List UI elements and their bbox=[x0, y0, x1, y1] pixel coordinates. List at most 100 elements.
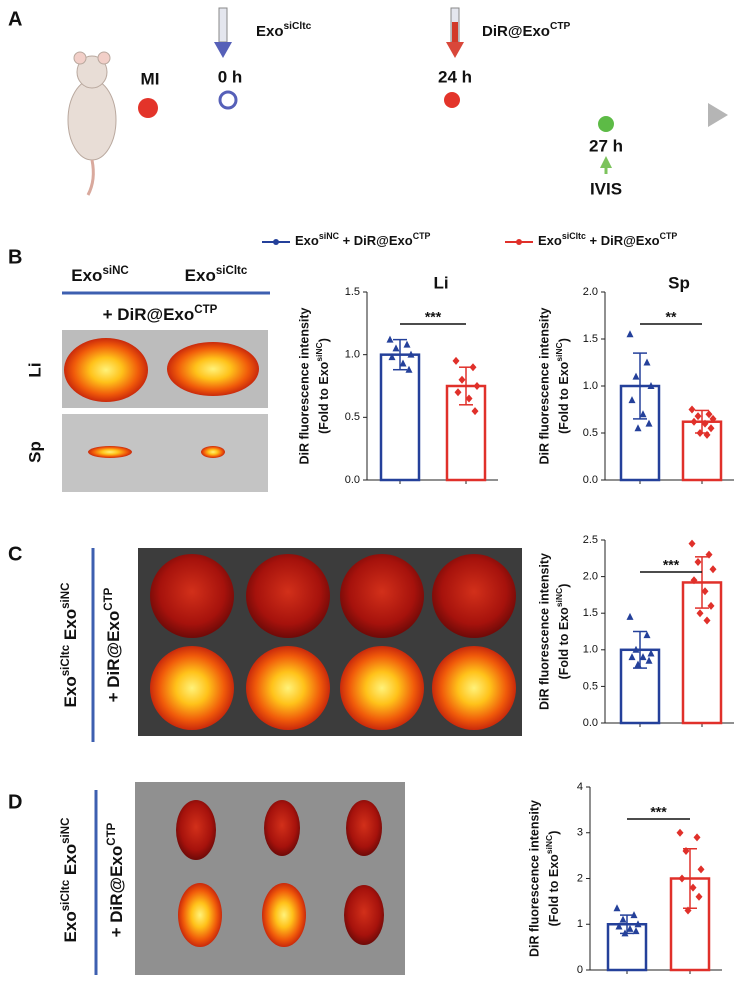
data-point bbox=[454, 388, 462, 397]
data-point bbox=[626, 612, 634, 620]
data-point bbox=[399, 359, 407, 367]
y-axis-label: DiR fluorescence intensity bbox=[297, 307, 311, 464]
data-point bbox=[619, 915, 627, 923]
y-tick-label: 1 bbox=[577, 918, 583, 930]
y-axis-label: DiR fluorescence intensity bbox=[537, 307, 551, 464]
data-point bbox=[645, 419, 653, 427]
data-point bbox=[690, 417, 698, 426]
group-label: ExosiCltc bbox=[185, 265, 248, 285]
superscript: siCltc bbox=[284, 21, 312, 32]
y-tick-label: 0 bbox=[577, 964, 583, 976]
y-tick-label: 1.5 bbox=[583, 333, 598, 345]
text-part: Exo bbox=[295, 233, 319, 248]
data-point bbox=[696, 609, 704, 618]
data-point bbox=[632, 645, 640, 653]
organ-signal bbox=[64, 338, 148, 402]
syringe-icon bbox=[446, 7, 464, 58]
imaging-label: IVIS bbox=[590, 179, 622, 198]
y-axis-label: (Fold to ExosiNC) bbox=[314, 338, 331, 434]
data-point bbox=[697, 865, 705, 874]
data-point bbox=[386, 335, 394, 343]
organ-signal bbox=[167, 342, 259, 396]
data-point bbox=[388, 353, 396, 361]
data-point bbox=[676, 828, 684, 837]
treatment-label: + DiR@ExoCTP bbox=[103, 304, 218, 324]
data-point bbox=[639, 653, 647, 661]
data-point bbox=[688, 539, 696, 548]
data-point bbox=[626, 924, 634, 932]
text-part: Exo bbox=[61, 844, 80, 880]
superscript: siCltc bbox=[60, 879, 72, 911]
data-point bbox=[693, 833, 701, 842]
data-point bbox=[626, 330, 634, 338]
data-point bbox=[473, 382, 481, 390]
data-point bbox=[695, 892, 703, 901]
superscript: CTP bbox=[550, 21, 571, 32]
treatment-label: + DiR@ExoCTP bbox=[103, 587, 123, 702]
data-point bbox=[628, 653, 636, 661]
y-axis-label: (Fold to ExosiNC) bbox=[544, 831, 561, 927]
panel-label: B bbox=[8, 246, 22, 268]
y-tick-label: 1.5 bbox=[345, 286, 360, 298]
mouse-icon bbox=[67, 51, 117, 196]
data-point bbox=[707, 424, 715, 433]
organs bbox=[176, 800, 384, 947]
significance-label: *** bbox=[650, 804, 667, 820]
organ-signal bbox=[88, 446, 132, 458]
injection-label: DiR@ExoCTP bbox=[482, 21, 571, 40]
treatment-label: + DiR@ExoCTP bbox=[106, 822, 126, 937]
data-point bbox=[647, 649, 655, 657]
data-point bbox=[634, 920, 642, 928]
data-point bbox=[703, 616, 711, 625]
syringe-icon bbox=[214, 7, 232, 58]
superscript: siNC bbox=[102, 265, 129, 277]
data-point bbox=[678, 874, 686, 883]
y-tick-label: 1.0 bbox=[583, 644, 598, 656]
superscript: CTP bbox=[103, 587, 115, 610]
event-dot bbox=[218, 90, 238, 110]
bar bbox=[681, 581, 723, 725]
data-point bbox=[458, 375, 466, 384]
data-point bbox=[405, 365, 413, 373]
organ-signal bbox=[201, 446, 225, 458]
superscript: CTP bbox=[194, 304, 217, 316]
superscript: siNC bbox=[554, 342, 564, 361]
y-tick-label: 3 bbox=[577, 827, 583, 839]
data-point bbox=[465, 394, 473, 403]
panel-label: C bbox=[8, 543, 22, 565]
y-tick-label: 1.0 bbox=[583, 380, 598, 392]
data-point bbox=[694, 412, 702, 421]
text-part: DiR@Exo bbox=[482, 23, 550, 40]
text-part: + DiR@Exo bbox=[586, 233, 660, 248]
data-point bbox=[709, 414, 717, 423]
data-point bbox=[452, 356, 460, 365]
event-label: 27 h bbox=[589, 136, 623, 155]
timeline-arrowhead bbox=[708, 103, 728, 127]
superscript: siNC bbox=[60, 817, 72, 844]
data-point bbox=[645, 656, 653, 664]
superscript: CTP bbox=[660, 231, 678, 241]
organ-label: Li bbox=[25, 362, 44, 377]
text-part: Exo bbox=[71, 266, 102, 285]
text-part: (Fold to Exo bbox=[547, 854, 561, 927]
superscript: CTP bbox=[106, 822, 118, 845]
legend-marker bbox=[273, 239, 279, 245]
imaging-arrow bbox=[600, 156, 612, 168]
y-tick-label: 1.5 bbox=[583, 607, 598, 619]
y-tick-label: 0.5 bbox=[583, 427, 598, 439]
y-tick-label: 0.0 bbox=[583, 717, 598, 729]
data-point bbox=[701, 419, 709, 428]
text-part: Exo bbox=[538, 233, 562, 248]
superscript: siNC bbox=[554, 588, 564, 607]
panel-label: D bbox=[8, 791, 22, 813]
chart-title: Sp bbox=[668, 273, 690, 292]
data-point bbox=[694, 557, 702, 566]
y-axis-label: DiR fluorescence intensity bbox=[527, 800, 541, 957]
text-part: + DiR@Exo bbox=[104, 611, 123, 703]
data-point bbox=[632, 372, 640, 380]
y-tick-label: 0.5 bbox=[345, 411, 360, 423]
significance-label: ** bbox=[666, 309, 677, 325]
group-label: ExosiNC bbox=[71, 265, 129, 285]
data-point bbox=[705, 410, 713, 419]
